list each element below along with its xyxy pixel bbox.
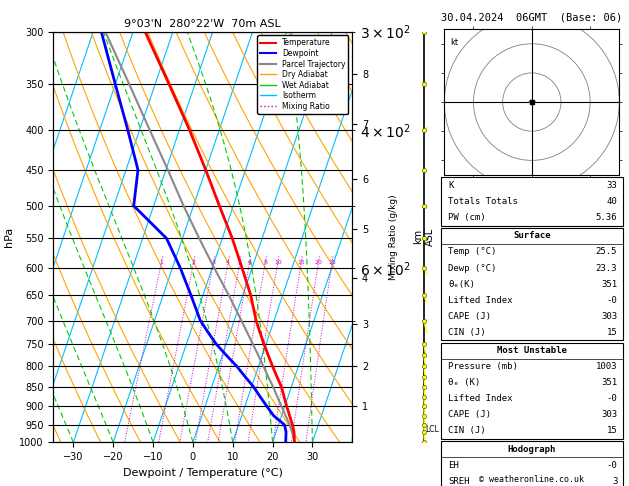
Text: 25: 25 xyxy=(328,260,336,265)
Text: 303: 303 xyxy=(601,410,617,419)
Text: 15: 15 xyxy=(298,260,305,265)
Text: 4: 4 xyxy=(226,260,230,265)
Text: Hodograph: Hodograph xyxy=(508,445,556,454)
Text: Surface: Surface xyxy=(513,231,550,241)
Text: 2: 2 xyxy=(192,260,196,265)
Text: 15: 15 xyxy=(606,426,617,435)
Text: SREH: SREH xyxy=(448,477,470,486)
FancyBboxPatch shape xyxy=(441,343,623,439)
Y-axis label: hPa: hPa xyxy=(4,227,14,247)
Text: K: K xyxy=(448,181,454,190)
Text: 3: 3 xyxy=(612,477,617,486)
Text: Totals Totals: Totals Totals xyxy=(448,197,518,206)
Text: -0: -0 xyxy=(606,295,617,305)
Title: 9°03'N  280°22'W  70m ASL: 9°03'N 280°22'W 70m ASL xyxy=(125,19,281,30)
Text: -0: -0 xyxy=(606,394,617,403)
Text: Lifted Index: Lifted Index xyxy=(448,295,513,305)
Text: 5.36: 5.36 xyxy=(596,213,617,222)
X-axis label: Dewpoint / Temperature (°C): Dewpoint / Temperature (°C) xyxy=(123,468,283,478)
Text: 351: 351 xyxy=(601,378,617,387)
Y-axis label: km
ASL: km ASL xyxy=(413,228,435,246)
Text: -0: -0 xyxy=(606,461,617,470)
Text: 15: 15 xyxy=(606,328,617,337)
Text: 3: 3 xyxy=(211,260,216,265)
Text: 5: 5 xyxy=(238,260,242,265)
Text: 1003: 1003 xyxy=(596,362,617,371)
Text: PW (cm): PW (cm) xyxy=(448,213,486,222)
Text: 25.5: 25.5 xyxy=(596,247,617,257)
Text: Dewp (°C): Dewp (°C) xyxy=(448,263,496,273)
Text: 23.3: 23.3 xyxy=(596,263,617,273)
FancyBboxPatch shape xyxy=(441,228,623,340)
Text: 351: 351 xyxy=(601,279,617,289)
Text: Lifted Index: Lifted Index xyxy=(448,394,513,403)
Text: 10: 10 xyxy=(274,260,282,265)
Text: θₑ (K): θₑ (K) xyxy=(448,378,481,387)
Text: Mixing Ratio (g/kg): Mixing Ratio (g/kg) xyxy=(389,194,398,280)
Text: Most Unstable: Most Unstable xyxy=(497,346,567,355)
Text: θₑ(K): θₑ(K) xyxy=(448,279,475,289)
Text: 8: 8 xyxy=(264,260,267,265)
Text: © weatheronline.co.uk: © weatheronline.co.uk xyxy=(479,474,584,484)
Text: 303: 303 xyxy=(601,312,617,321)
Text: 6: 6 xyxy=(248,260,252,265)
Text: CAPE (J): CAPE (J) xyxy=(448,312,491,321)
Text: Pressure (mb): Pressure (mb) xyxy=(448,362,518,371)
Text: CAPE (J): CAPE (J) xyxy=(448,410,491,419)
FancyBboxPatch shape xyxy=(441,441,623,486)
Text: CIN (J): CIN (J) xyxy=(448,328,486,337)
Legend: Temperature, Dewpoint, Parcel Trajectory, Dry Adiabat, Wet Adiabat, Isotherm, Mi: Temperature, Dewpoint, Parcel Trajectory… xyxy=(257,35,348,114)
Text: 20: 20 xyxy=(314,260,323,265)
Text: CIN (J): CIN (J) xyxy=(448,426,486,435)
Text: 33: 33 xyxy=(606,181,617,190)
Text: 1: 1 xyxy=(160,260,164,265)
Text: LCL: LCL xyxy=(425,425,439,434)
FancyBboxPatch shape xyxy=(441,177,623,226)
Text: EH: EH xyxy=(448,461,459,470)
Text: kt: kt xyxy=(450,38,459,47)
Text: 30.04.2024  06GMT  (Base: 06): 30.04.2024 06GMT (Base: 06) xyxy=(441,12,623,22)
Text: Temp (°C): Temp (°C) xyxy=(448,247,496,257)
Text: 40: 40 xyxy=(606,197,617,206)
